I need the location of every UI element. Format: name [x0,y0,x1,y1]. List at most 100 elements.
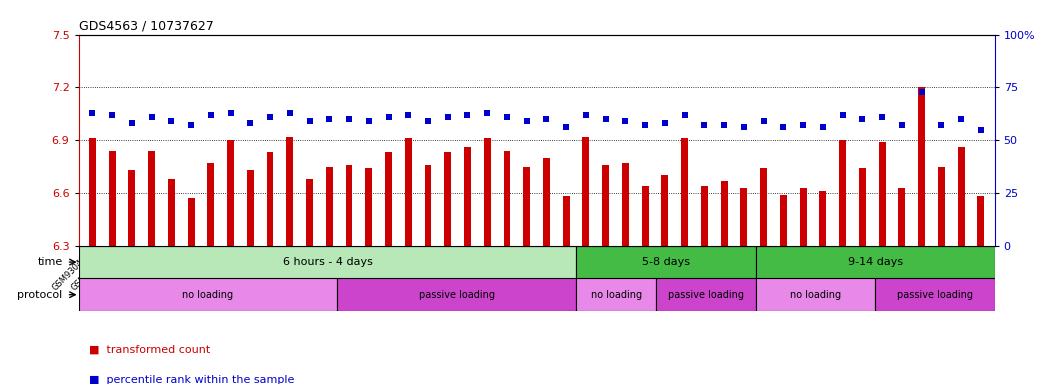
Bar [337,278,577,311]
Text: 6 hours - 4 days: 6 hours - 4 days [283,257,373,267]
Point [538,116,555,122]
Bar [682,138,688,246]
Point [755,118,772,124]
Text: ■  percentile rank within the sample: ■ percentile rank within the sample [89,375,294,384]
Bar [148,151,155,246]
Point [656,120,673,126]
Point [598,116,615,122]
Point [478,110,495,116]
Bar [543,158,550,246]
Point [124,120,140,126]
Point [440,114,456,120]
Point [775,124,792,131]
Point [222,110,239,116]
Text: passive loading: passive loading [897,290,973,300]
Point [360,118,377,124]
Point [617,118,633,124]
Point [498,114,515,120]
Point [854,116,871,122]
Bar [187,198,195,246]
Point [182,122,199,129]
Point [933,122,950,129]
Bar [977,197,984,246]
Text: 9-14 days: 9-14 days [848,257,903,267]
Point [953,116,970,122]
Point [420,118,437,124]
Point [163,118,180,124]
Bar [582,137,589,246]
Bar [424,165,431,246]
Bar [622,163,629,246]
Bar [444,152,451,246]
Bar [267,152,273,246]
Bar [918,88,926,246]
Bar [464,147,471,246]
Bar [524,167,530,246]
Point [84,110,101,116]
Bar [484,138,491,246]
Bar [129,170,135,246]
Bar [760,168,767,246]
Point [578,112,595,118]
Bar [405,138,411,246]
Point [320,116,337,122]
Bar [875,278,995,311]
Bar [109,151,115,246]
Bar [89,138,96,246]
Point [637,122,653,129]
Bar [365,168,373,246]
Bar [577,278,656,311]
Point [676,112,693,118]
Point [104,112,120,118]
Text: protocol: protocol [18,290,63,300]
Point [815,124,831,131]
Bar [662,175,668,246]
Bar [207,163,215,246]
Point [143,114,160,120]
Bar [504,151,511,246]
Text: time: time [38,257,63,267]
Point [834,112,851,118]
Bar [800,188,806,246]
Bar [642,186,649,246]
Text: GDS4563 / 10737627: GDS4563 / 10737627 [79,19,214,32]
Text: no loading: no loading [182,290,233,300]
Point [874,114,891,120]
Bar [79,246,577,278]
Bar [306,179,313,246]
Point [893,122,910,129]
Bar [820,191,826,246]
Bar [79,278,337,311]
Point [302,118,318,124]
Point [973,127,989,133]
Bar [756,278,875,311]
Bar [720,180,728,246]
Bar [227,140,235,246]
Point [459,112,475,118]
Point [400,112,417,118]
Bar [562,197,570,246]
Point [558,124,575,131]
Point [913,89,930,95]
Bar [780,195,787,246]
Bar [740,188,748,246]
Point [262,114,279,120]
Bar [656,278,756,311]
Bar [839,140,846,246]
Bar [326,167,333,246]
Point [518,118,535,124]
Bar [859,168,866,246]
Text: no loading: no loading [789,290,841,300]
Point [716,122,733,129]
Point [340,116,357,122]
Bar [286,137,293,246]
Bar [898,188,906,246]
Bar [247,170,253,246]
Point [380,114,397,120]
Point [242,120,259,126]
Point [202,112,219,118]
Bar [346,165,353,246]
Text: passive loading: passive loading [419,290,495,300]
Bar [878,142,886,246]
Bar [958,147,964,246]
